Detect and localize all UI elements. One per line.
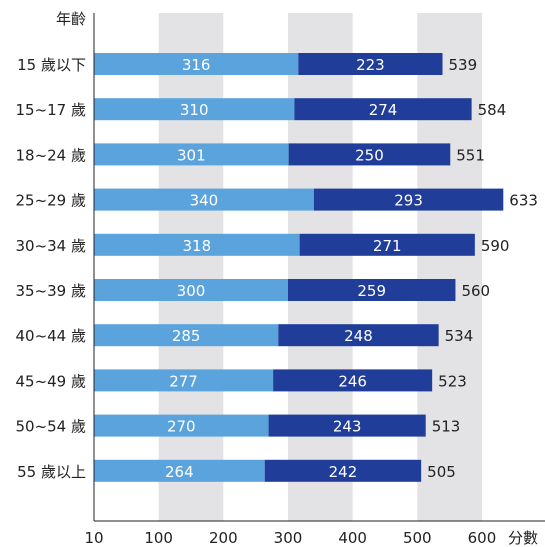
- total-label-4: 590: [481, 237, 510, 255]
- bar-6-series-1: [278, 324, 439, 347]
- bar-value-label-9-0: 264: [165, 463, 194, 481]
- bar-8-series-1: [268, 414, 426, 437]
- bar-value-label-4-0: 318: [182, 237, 211, 255]
- background-bands: [158, 13, 482, 521]
- x-axis-title: 分數: [508, 529, 538, 547]
- bar-3-series-0: [94, 188, 314, 211]
- x-tick-label-6: 600: [468, 529, 497, 547]
- background-band-2: [417, 13, 482, 521]
- bar-5-series-1: [287, 279, 456, 301]
- bar-6-series-0: [94, 324, 279, 347]
- category-label-5: 35~39 歲: [15, 282, 86, 300]
- bar-value-label-6-1: 248: [344, 327, 373, 345]
- category-label-4: 30~34 歲: [15, 237, 86, 255]
- x-tick-label-3: 300: [274, 529, 303, 547]
- bar-value-label-3-0: 340: [190, 192, 219, 210]
- x-tick-label-2: 200: [209, 529, 238, 547]
- bar-4-series-1: [299, 233, 475, 256]
- bar-value-label-2-0: 301: [177, 146, 206, 164]
- bar-value-label-8-1: 243: [333, 418, 362, 436]
- x-tick-labels: 10 100 200 300 400 500 600: [84, 529, 496, 547]
- axes: [93, 13, 545, 522]
- bar-value-label-0-0: 316: [182, 56, 211, 74]
- bar-7-series-1: [273, 369, 433, 392]
- bar-3-series-1: [313, 188, 504, 211]
- x-tick-label-1: 100: [144, 529, 173, 547]
- bar-7-series-0: [94, 369, 274, 392]
- total-label-0: 539: [449, 56, 478, 74]
- category-label-2: 18~24 歲: [15, 146, 86, 164]
- category-labels: 15 歲以下 15~17 歲 18~24 歲 25~29 歲 30~34 歲 35~39 …: [15, 56, 86, 481]
- bar-0-series-1: [298, 53, 443, 75]
- bar-1-series-1: [294, 98, 472, 121]
- bar-1-series-0: [94, 98, 295, 121]
- total-label-2: 551: [456, 146, 485, 164]
- bar-value-label-9-1: 242: [329, 463, 358, 481]
- bar-2-series-1: [288, 143, 451, 166]
- category-label-9: 55 歲以上: [17, 463, 86, 481]
- bar-value-label-4-1: 271: [373, 237, 402, 255]
- category-label-1: 15~17 歲: [15, 101, 86, 119]
- bars: [94, 53, 504, 482]
- category-label-0: 15 歲以下: [17, 56, 86, 74]
- category-label-3: 25~29 歲: [15, 192, 86, 210]
- bar-value-label-7-0: 277: [169, 372, 198, 390]
- x-tick-label-5: 500: [403, 529, 432, 547]
- bar-8-series-0: [94, 414, 269, 437]
- bar-value-label-6-0: 285: [172, 327, 201, 345]
- bar-0-series-0: [94, 53, 299, 75]
- category-label-6: 40~44 歲: [15, 327, 86, 345]
- bar-value-label-7-1: 246: [338, 372, 367, 390]
- category-label-8: 50~54 歲: [15, 418, 86, 436]
- y-axis-title: 年齡: [56, 10, 86, 28]
- bar-value-label-1-1: 274: [369, 101, 398, 119]
- bar-5-series-0: [94, 279, 288, 301]
- x-tick-label-4: 400: [338, 529, 367, 547]
- bar-4-series-0: [94, 233, 300, 256]
- total-label-7: 523: [438, 372, 467, 390]
- bar-value-label-5-0: 300: [177, 282, 206, 300]
- bar-value-label-2-1: 250: [355, 146, 384, 164]
- bar-9-series-0: [94, 459, 265, 482]
- background-band-0: [158, 13, 224, 521]
- total-label-8: 513: [432, 418, 461, 436]
- total-label-1: 584: [478, 101, 507, 119]
- bar-value-label-0-1: 223: [356, 56, 385, 74]
- data-labels: 316 223 539 310 274 584 301 250 551 340 293 633 318 2…: [165, 56, 538, 481]
- bar-9-series-1: [264, 459, 422, 482]
- total-label-3: 633: [509, 192, 538, 210]
- background-band-1: [287, 13, 353, 521]
- category-label-7: 45~49 歲: [15, 372, 86, 390]
- bar-value-label-1-0: 310: [180, 101, 209, 119]
- total-label-6: 534: [445, 327, 474, 345]
- x-tick-label-0: 10: [84, 529, 103, 547]
- bar-value-label-3-1: 293: [394, 192, 423, 210]
- bar-2-series-0: [94, 143, 289, 166]
- bar-value-label-5-1: 259: [357, 282, 386, 300]
- bar-value-label-8-0: 270: [167, 418, 196, 436]
- total-label-5: 560: [461, 282, 490, 300]
- total-label-9: 505: [427, 463, 456, 481]
